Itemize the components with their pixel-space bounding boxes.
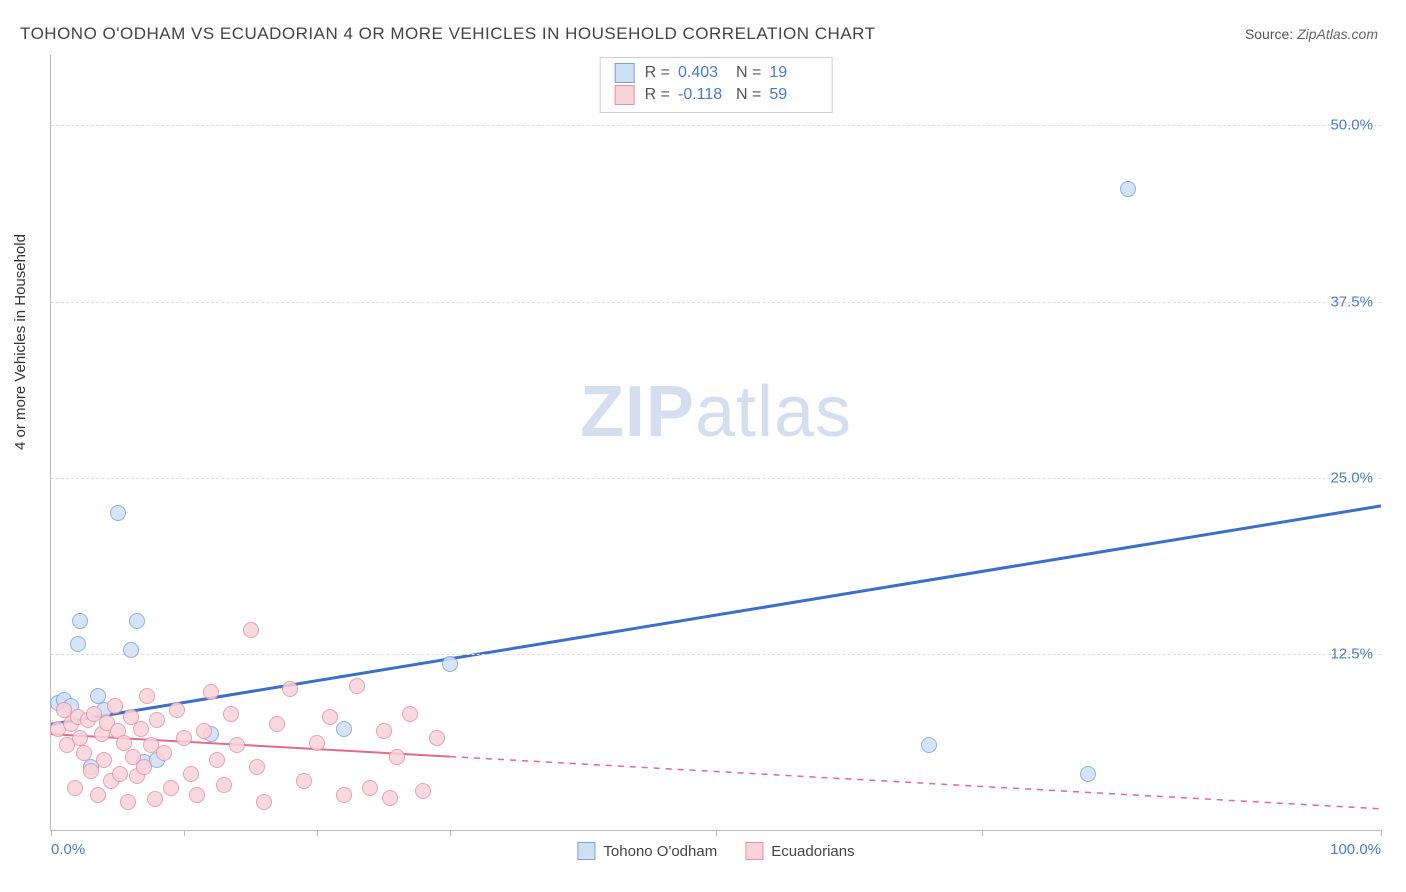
data-point: [322, 709, 338, 725]
data-point: [147, 791, 163, 807]
correlation-stats-box: R = 0.403 N = 19 R = -0.118 N = 59: [600, 57, 833, 113]
source-value: ZipAtlas.com: [1297, 26, 1378, 42]
data-point: [382, 790, 398, 806]
x-tick: [982, 830, 983, 836]
data-point: [921, 737, 937, 753]
data-point: [163, 780, 179, 796]
data-point: [139, 688, 155, 704]
data-point: [336, 787, 352, 803]
x-tick: [450, 830, 451, 836]
stats-row-series2: R = -0.118 N = 59: [615, 84, 818, 106]
swatch-series1: [615, 63, 635, 83]
data-point: [196, 723, 212, 739]
data-point: [389, 749, 405, 765]
legend-swatch-1: [577, 842, 595, 860]
source-credit: Source: ZipAtlas.com: [1245, 26, 1378, 42]
x-tick-label: 0.0%: [51, 841, 85, 858]
chart-title: TOHONO O'ODHAM VS ECUADORIAN 4 OR MORE V…: [20, 24, 876, 44]
data-point: [223, 706, 239, 722]
data-point: [169, 702, 185, 718]
swatch-series2: [615, 85, 635, 105]
gridline-h: [51, 125, 1381, 126]
data-point: [189, 787, 205, 803]
trend-lines-layer: [51, 55, 1381, 830]
data-point: [72, 613, 88, 629]
n-label-2: N =: [736, 84, 761, 106]
r-value-2: -0.118: [678, 84, 726, 106]
data-point: [209, 752, 225, 768]
data-point: [129, 613, 145, 629]
r-value-1: 0.403: [678, 62, 726, 84]
y-tick-label: 37.5%: [1330, 293, 1373, 310]
x-tick: [184, 830, 185, 836]
data-point: [229, 737, 245, 753]
legend-bottom: Tohono O'odham Ecuadorians: [577, 842, 854, 860]
data-point: [362, 780, 378, 796]
data-point: [256, 794, 272, 810]
data-point: [203, 684, 219, 700]
y-tick-label: 50.0%: [1330, 117, 1373, 134]
data-point: [133, 721, 149, 737]
r-label-2: R =: [645, 84, 670, 106]
gridline-h: [51, 654, 1381, 655]
x-tick: [51, 830, 52, 836]
data-point: [76, 745, 92, 761]
gridline-h: [51, 478, 1381, 479]
data-point: [83, 763, 99, 779]
data-point: [136, 759, 152, 775]
data-point: [156, 745, 172, 761]
source-label: Source:: [1245, 26, 1293, 42]
x-tick: [716, 830, 717, 836]
legend-label-2: Ecuadorians: [771, 843, 854, 860]
x-tick: [1381, 830, 1382, 836]
data-point: [336, 721, 352, 737]
data-point: [120, 794, 136, 810]
data-point: [376, 723, 392, 739]
data-point: [1080, 766, 1096, 782]
data-point: [107, 698, 123, 714]
watermark: ZIPatlas: [580, 371, 852, 453]
data-point: [442, 656, 458, 672]
gridline-h: [51, 302, 1381, 303]
data-point: [282, 681, 298, 697]
r-label-1: R =: [645, 62, 670, 84]
data-point: [112, 766, 128, 782]
legend-swatch-2: [745, 842, 763, 860]
data-point: [123, 642, 139, 658]
scatter-plot: ZIPatlas R = 0.403 N = 19 R = -0.118 N =…: [50, 55, 1381, 831]
legend-label-1: Tohono O'odham: [603, 843, 717, 860]
x-tick: [317, 830, 318, 836]
data-point: [1120, 181, 1136, 197]
data-point: [216, 777, 232, 793]
n-value-1: 19: [769, 62, 817, 84]
n-value-2: 59: [769, 84, 817, 106]
data-point: [415, 783, 431, 799]
data-point: [90, 787, 106, 803]
x-tick-label: 100.0%: [1330, 841, 1381, 858]
y-tick-label: 12.5%: [1330, 645, 1373, 662]
data-point: [70, 636, 86, 652]
data-point: [149, 712, 165, 728]
data-point: [249, 759, 265, 775]
stats-row-series1: R = 0.403 N = 19: [615, 62, 818, 84]
watermark-zip: ZIP: [580, 372, 695, 452]
n-label-1: N =: [736, 62, 761, 84]
data-point: [429, 730, 445, 746]
data-point: [67, 780, 83, 796]
data-point: [243, 622, 259, 638]
data-point: [309, 735, 325, 751]
watermark-atlas: atlas: [695, 372, 852, 452]
y-axis-label: 4 or more Vehicles in Household: [12, 234, 29, 450]
y-tick-label: 25.0%: [1330, 469, 1373, 486]
data-point: [176, 730, 192, 746]
data-point: [269, 716, 285, 732]
data-point: [110, 505, 126, 521]
data-point: [349, 678, 365, 694]
data-point: [402, 706, 418, 722]
data-point: [96, 752, 112, 768]
data-point: [296, 773, 312, 789]
data-point: [183, 766, 199, 782]
